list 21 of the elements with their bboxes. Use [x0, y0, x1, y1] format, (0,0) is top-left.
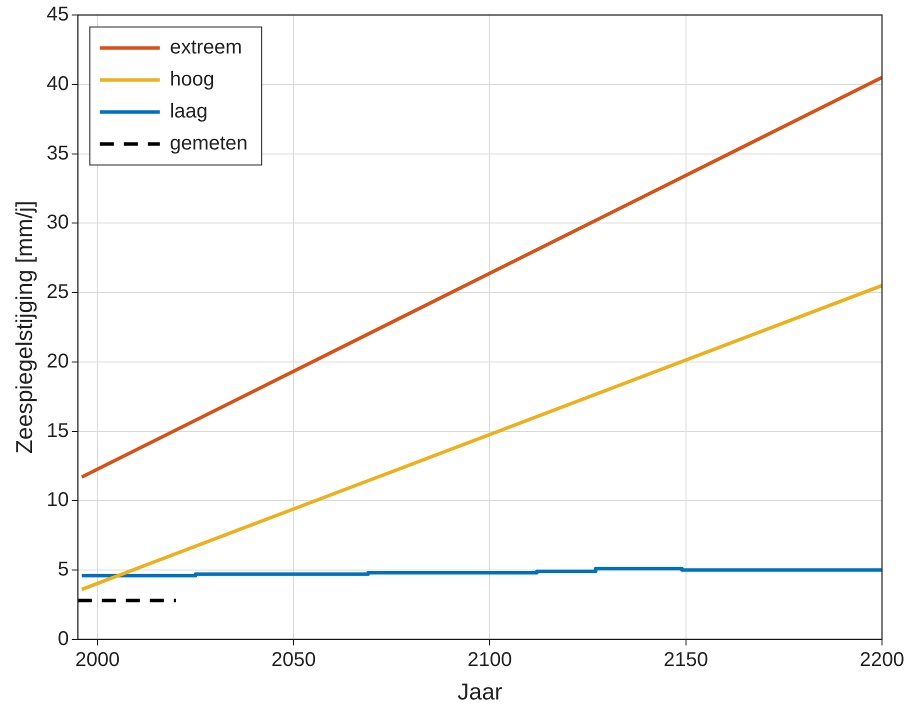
legend-label: hoog	[170, 68, 214, 91]
y-tick-label: 15	[46, 420, 69, 442]
x-tick-label: 2200	[860, 648, 904, 671]
x-axis-title: Jaar	[458, 678, 503, 705]
y-tick-label: 5	[58, 558, 69, 581]
y-tick-label: 35	[46, 142, 69, 164]
y-tick-label: 0	[58, 628, 69, 650]
x-tick-label: 2150	[664, 648, 708, 671]
y-tick-label: 30	[46, 212, 69, 234]
legend-label: laag	[170, 100, 208, 123]
y-tick-label: 25	[46, 281, 69, 304]
x-tick-label: 2000	[75, 648, 120, 671]
x-tick-label: 2050	[271, 648, 316, 671]
y-tick-label: 10	[46, 489, 69, 512]
legend-label: extreem	[170, 36, 242, 59]
x-tick-label: 2100	[467, 648, 512, 671]
y-axis-title: Zeespiegelstijging [mm/j]	[11, 200, 38, 454]
y-tick-label: 40	[46, 72, 69, 95]
legend-label: gemeten	[170, 132, 248, 155]
y-tick-label: 20	[46, 350, 69, 372]
y-tick-label: 45	[46, 4, 69, 26]
